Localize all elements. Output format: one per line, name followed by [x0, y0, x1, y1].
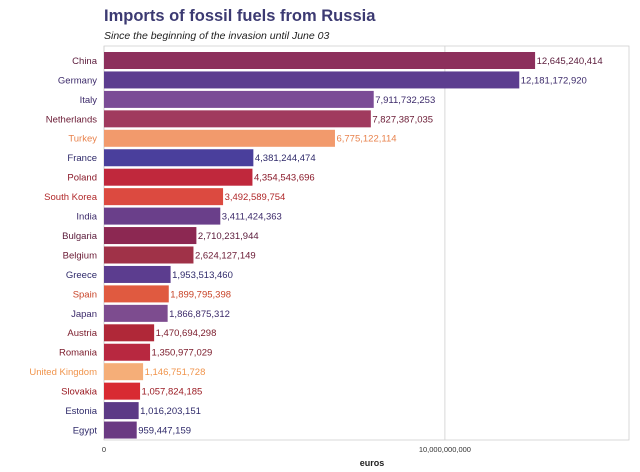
category-label: Bulgaria: [62, 231, 98, 242]
bar: [104, 402, 139, 420]
bar: [104, 246, 194, 264]
bar: [104, 227, 197, 245]
chart-title: Imports of fossil fuels from Russia: [104, 7, 376, 25]
bar: [104, 304, 168, 322]
value-label: 1,057,824,185: [142, 387, 203, 398]
chart-subtitle: Since the beginning of the invasion unti…: [104, 30, 330, 42]
category-label: Germany: [58, 75, 97, 86]
value-label: 1,016,203,151: [140, 406, 201, 417]
bar: [104, 343, 151, 361]
value-label: 959,447,159: [138, 425, 191, 436]
value-label: 1,470,694,298: [156, 328, 217, 339]
value-label: 4,354,543,696: [254, 173, 315, 184]
category-labels: China Germany Italy Netherlands Turkey France…: [29, 56, 97, 437]
value-label: 4,381,244,474: [255, 153, 316, 164]
category-label: Estonia: [65, 406, 97, 417]
bar: [104, 207, 221, 225]
bar: [104, 52, 536, 69]
category-label: Turkey: [68, 134, 97, 145]
value-label: 1,350,977,029: [152, 348, 213, 359]
bar: [104, 71, 520, 89]
bar: [104, 149, 254, 167]
value-label: 1,146,751,728: [145, 367, 206, 378]
category-label: Austria: [67, 328, 97, 339]
bar: [104, 188, 224, 206]
x-tick-label: 10,000,000,000: [419, 445, 471, 454]
category-label: China: [72, 56, 98, 67]
bar: [104, 90, 374, 108]
category-label: Japan: [71, 309, 97, 320]
category-label: Belgium: [63, 250, 97, 261]
category-label: Romania: [59, 348, 98, 359]
category-label: United Kingdom: [29, 367, 97, 378]
bar: [104, 421, 137, 439]
category-label: Egypt: [73, 425, 98, 436]
value-label: 1,899,795,398: [170, 289, 231, 300]
bar: [104, 382, 141, 400]
category-label: India: [76, 212, 97, 223]
value-label: 7,827,387,035: [372, 114, 433, 125]
category-label: Netherlands: [46, 114, 97, 125]
value-label: 6,775,122,114: [336, 134, 396, 145]
x-tick-label: 0: [102, 445, 106, 454]
value-label: 2,710,231,944: [198, 231, 259, 242]
value-label: 1,866,875,312: [169, 309, 230, 320]
bar: [104, 168, 253, 186]
category-label: Greece: [66, 270, 97, 281]
value-label: 3,492,589,754: [225, 192, 286, 203]
category-label: Italy: [80, 95, 98, 106]
bar: [104, 285, 169, 303]
x-axis-ticks: 0 10,000,000,000: [102, 445, 471, 454]
category-label: South Korea: [44, 192, 98, 203]
category-label: Poland: [67, 173, 97, 184]
category-label: Spain: [73, 289, 97, 300]
value-label: 2,624,127,149: [195, 250, 256, 261]
bar: [104, 129, 335, 147]
category-label: Slovakia: [61, 387, 98, 398]
value-label: 1,953,513,460: [172, 270, 233, 281]
x-axis-label: euros: [360, 458, 385, 468]
category-label: France: [67, 153, 97, 164]
bar: [104, 363, 144, 381]
value-label: 7,911,732,253: [375, 95, 435, 106]
value-labels: 12,645,240,414 12,181,172,920 7,911,732,25…: [138, 56, 602, 437]
bars: [104, 52, 536, 439]
bar: [104, 324, 155, 342]
value-label: 3,411,424,363: [222, 212, 282, 223]
bar: [104, 265, 171, 283]
bar: [104, 110, 371, 128]
value-label: 12,645,240,414: [537, 56, 603, 67]
value-label: 12,181,172,920: [521, 75, 587, 86]
